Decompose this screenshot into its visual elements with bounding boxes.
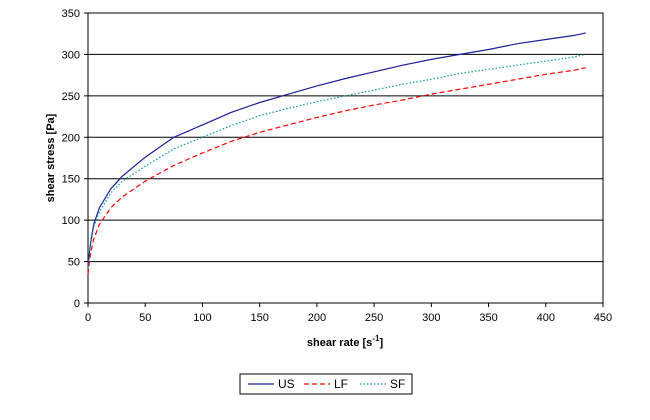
x-tick-label: 150 xyxy=(250,312,268,324)
legend-box xyxy=(239,373,413,395)
legend-label-us: US xyxy=(278,377,295,391)
x-axis-title: shear rate [s-1] xyxy=(307,334,384,349)
x-tick-label: 100 xyxy=(193,312,211,324)
x-axis-title-superscript: -1 xyxy=(372,334,380,343)
plot-area-border xyxy=(87,12,604,304)
y-tick-label: 250 xyxy=(62,91,80,103)
y-tick-label: 300 xyxy=(62,49,80,61)
x-tick-label: 200 xyxy=(308,312,326,324)
series-line-lf xyxy=(87,67,586,275)
x-tick-label: 0 xyxy=(85,312,91,324)
x-tick-label: 350 xyxy=(479,312,497,324)
y-tick-label: 350 xyxy=(62,8,80,20)
y-tick-label: 0 xyxy=(74,298,80,310)
y-tick-label: 100 xyxy=(62,215,80,227)
legend-items: US LF SF xyxy=(248,377,405,391)
x-tick-label: 250 xyxy=(365,312,383,324)
x-tick-label: 300 xyxy=(422,312,440,324)
y-tick-label: 150 xyxy=(62,174,80,186)
y-tick-label: 200 xyxy=(62,132,80,144)
series-lines xyxy=(87,32,586,275)
legend-label-sf: SF xyxy=(390,377,405,391)
legend: US LF SF xyxy=(239,373,413,395)
y-tick-label: 50 xyxy=(68,257,80,269)
legend-label-lf: LF xyxy=(334,377,348,391)
series-line-us xyxy=(87,32,586,266)
x-tick-label: 450 xyxy=(594,312,612,324)
x-axis-title-main: shear rate [s xyxy=(307,337,372,349)
y-axis-title: shear stress [Pa] xyxy=(45,113,57,202)
axes: 0 50 100 150 200 250 300 350 0 50 100 150 200 250 300 3… xyxy=(62,8,613,324)
x-tick-label: 400 xyxy=(537,312,555,324)
x-tick-label: 50 xyxy=(139,312,151,324)
x-axis-title-tail: ] xyxy=(379,337,383,349)
